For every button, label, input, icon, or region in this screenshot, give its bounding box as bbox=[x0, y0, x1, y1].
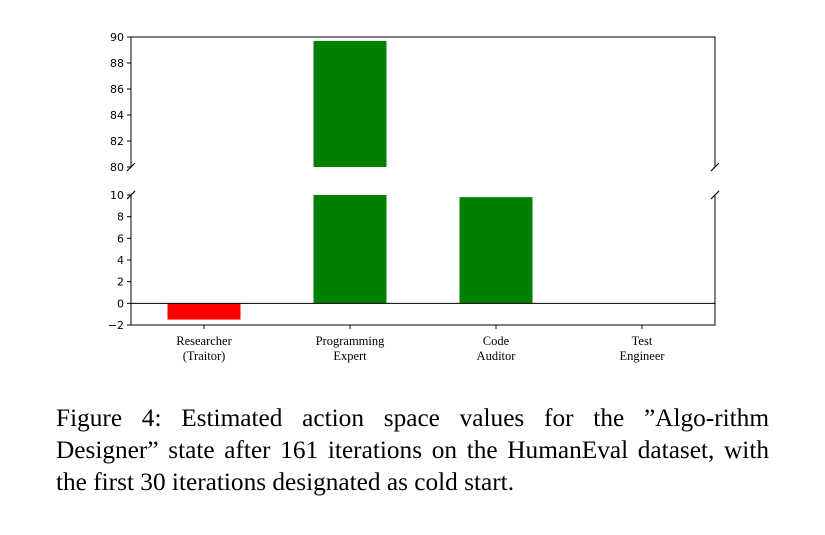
xtick-label-0-1: (Traitor) bbox=[183, 349, 226, 363]
upper-ytick-label-0: 80 bbox=[110, 161, 124, 174]
xtick-label-0-0: Researcher bbox=[176, 334, 232, 348]
lower-ytick-label-2: 2 bbox=[117, 276, 124, 289]
bar-upper-1 bbox=[313, 40, 387, 167]
lower-ytick-label-6: 10 bbox=[110, 189, 124, 202]
axis-break-mark-1 bbox=[710, 162, 720, 172]
lower-ytick-label-4: 6 bbox=[117, 232, 124, 245]
upper-axes-frame bbox=[130, 36, 716, 167]
xtick-label-2-0: Code bbox=[483, 334, 510, 348]
upper-ytick-label-4: 88 bbox=[110, 57, 124, 70]
xtick-label-2-1: Auditor bbox=[477, 349, 517, 363]
xtick-label-3-1: Engineer bbox=[619, 349, 665, 363]
xtick-label-1-1: Expert bbox=[333, 349, 367, 363]
lower-ytick-label-1: 0 bbox=[117, 297, 124, 310]
axis-break-mark-3 bbox=[710, 190, 720, 200]
lower-ytick-label-5: 8 bbox=[117, 211, 124, 224]
bar-lower-1 bbox=[313, 195, 387, 304]
bar-chart: 80 82 84 86 88 90 −2 0 2 4 6 8 10 Researcher(Traitor)… bbox=[108, 31, 720, 363]
figure-caption: Figure 4: Estimated action space values … bbox=[56, 404, 769, 496]
upper-ytick-label-1: 82 bbox=[110, 135, 124, 148]
upper-ytick-label-5: 90 bbox=[110, 31, 124, 44]
upper-ytick-label-2: 84 bbox=[110, 109, 124, 122]
lower-ytick-label-3: 4 bbox=[117, 254, 124, 267]
xtick-label-3-0: Test bbox=[632, 334, 653, 348]
lower-ytick-label-0: −2 bbox=[108, 319, 124, 332]
upper-ytick-label-3: 86 bbox=[110, 83, 124, 96]
bar-lower-0 bbox=[167, 303, 241, 320]
xtick-label-1-0: Programming bbox=[316, 334, 385, 348]
bar-lower-2 bbox=[459, 197, 533, 304]
